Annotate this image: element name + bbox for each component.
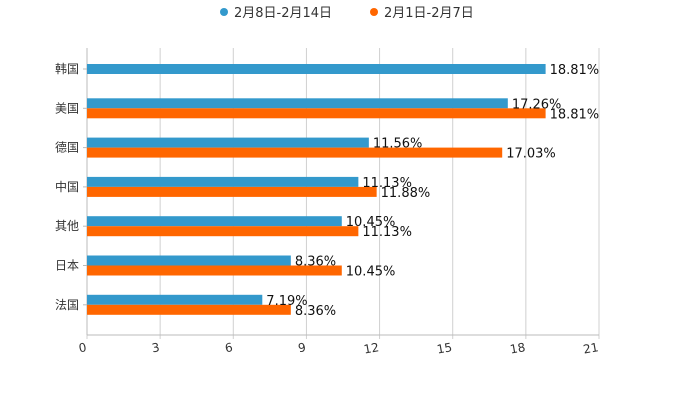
x-tick-label-12: 12 [363,340,380,356]
data-label-series-2-2: 17.03% [506,147,556,162]
data-label-series-2-6: 8.36% [295,304,336,319]
data-label-series-2-5: 10.45% [346,265,396,280]
bar-series-1-3 [87,176,359,187]
bar-series-1-4 [87,216,342,227]
x-tick-label-0: 0 [78,340,88,355]
category-label-4: 其他 [55,219,79,233]
data-label-series-1-6: 7.19% [266,294,307,309]
category-label-0: 韩国 [55,61,79,76]
bars [87,64,546,315]
data-label-series-1-2: 11.56% [373,137,423,152]
x-tick-label-6: 6 [224,340,234,355]
x-tick-label-9: 9 [297,340,307,355]
bar-series-2-1 [87,108,546,119]
data-label-series-2-1: 18.81% [550,107,600,122]
data-label-series-1-4: 10.45% [346,215,396,230]
category-label-3: 中国 [55,179,79,194]
data-label-series-2-4: 11.13% [362,225,412,240]
data-label-series-1-0: 18.81% [550,63,600,78]
bar-series-2-2 [87,147,503,158]
data-label-series-1-1: 17.26% [512,97,562,112]
legend-label-series-2: 2月1日-2月7日 [384,6,474,21]
bar-series-2-3 [87,186,377,197]
bar-series-1-2 [87,137,369,148]
bar-series-1-1 [87,98,508,109]
category-label-1: 美国 [55,101,79,115]
bar-series-2-5 [87,265,342,276]
data-label-series-1-5: 8.36% [295,255,336,270]
legend: 2月8日-2月14日 2月1日-2月7日 [220,6,474,21]
legend-marker-series-2 [370,8,378,16]
bar-series-2-6 [87,304,291,315]
legend-label-series-1: 2月8日-2月14日 [234,6,332,21]
x-tick-label-3: 3 [151,340,161,355]
bar-series-1-6 [87,294,263,305]
bar-series-1-0 [87,64,546,74]
data-label-series-1-3: 11.13% [362,176,412,191]
x-tick-label-15: 15 [436,340,453,356]
category-label-2: 德国 [55,140,79,155]
legend-marker-series-1 [220,8,228,16]
bar-series-1-5 [87,255,291,266]
bar-series-2-4 [87,226,359,237]
data-label-series-2-3: 11.88% [381,186,431,201]
category-label-6: 法国 [55,298,79,312]
x-tick-label-21: 21 [582,340,599,356]
category-label-5: 日本 [55,259,79,273]
x-tick-label-18: 18 [509,340,526,356]
